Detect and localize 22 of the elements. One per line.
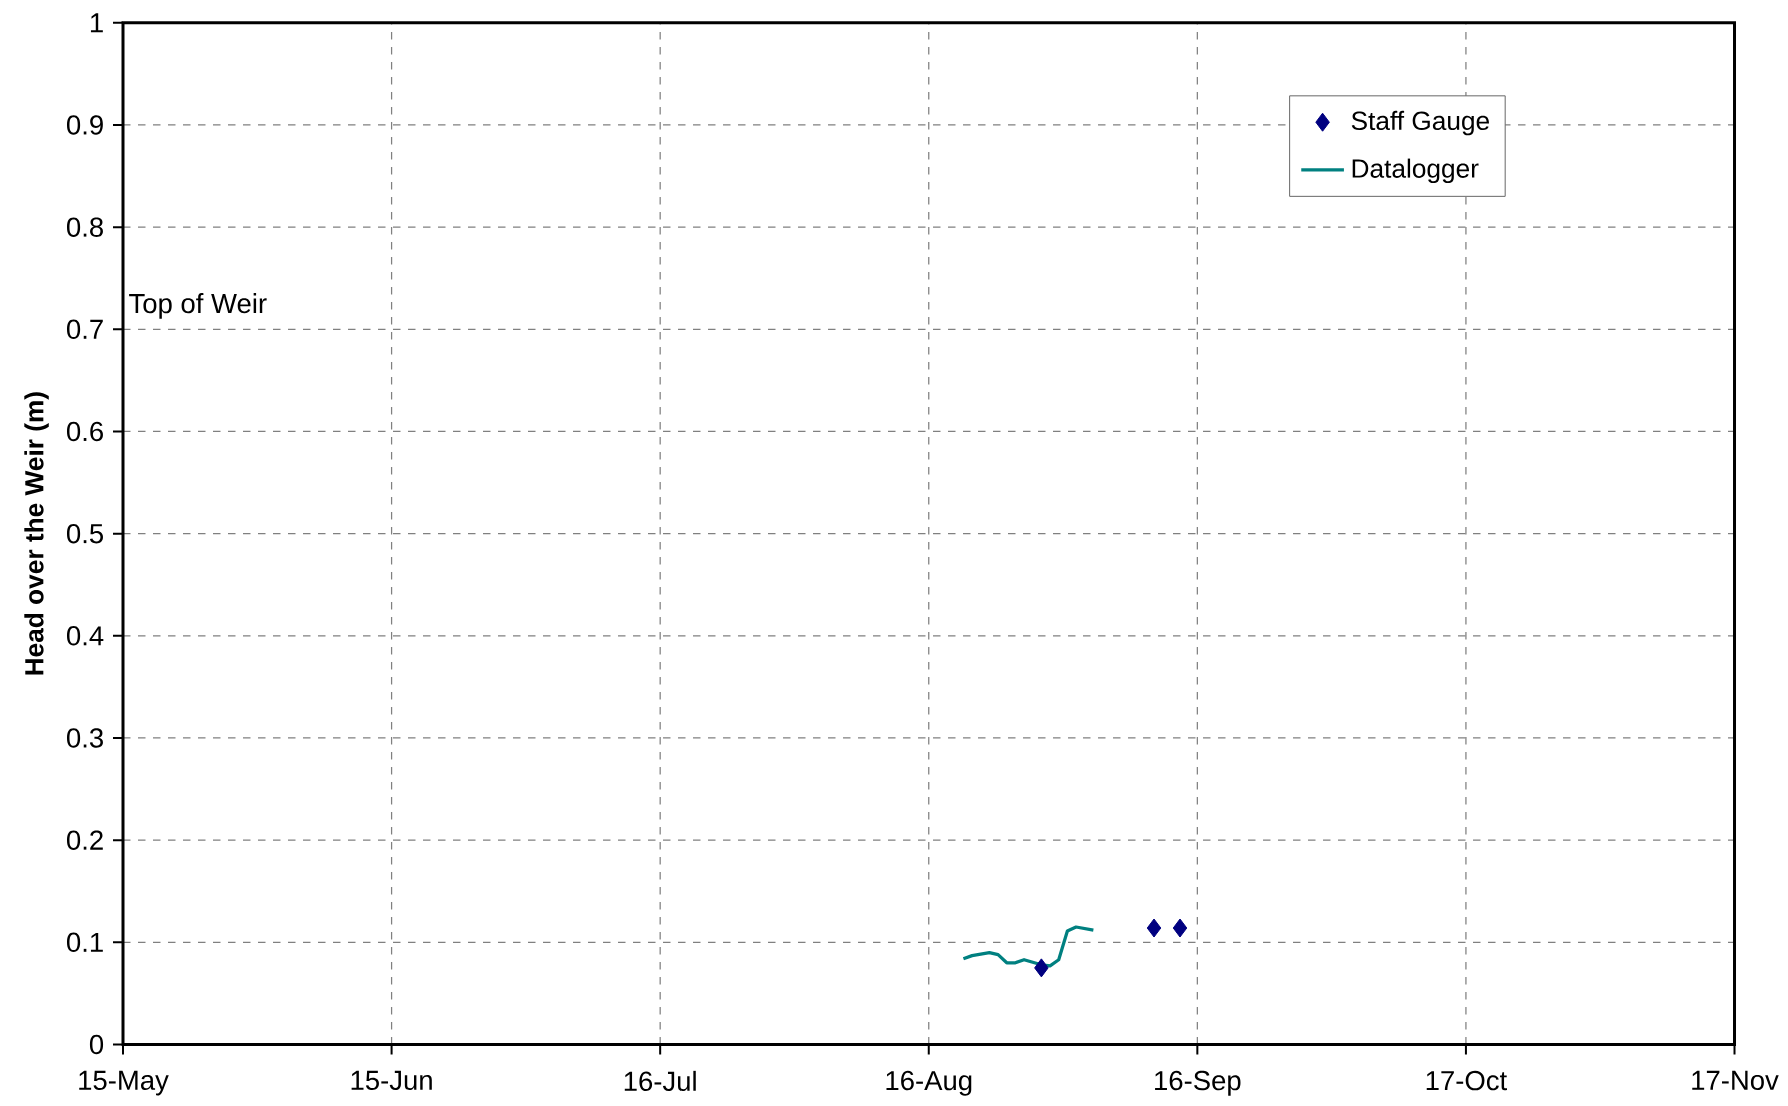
- y-axis-title: Head over the Weir (m): [24, 392, 49, 675]
- y-tick-label: 0.8: [67, 217, 103, 237]
- x-tick-label: 15-Jun: [351, 1070, 432, 1091]
- legend-label: Datalogger: [1352, 158, 1479, 184]
- y-tick-label: 0.3: [67, 728, 103, 748]
- annotation: Top of Weir: [129, 293, 267, 319]
- y-tick-label: 0.9: [67, 115, 103, 135]
- y-tick-label: 0: [89, 1034, 104, 1055]
- x-tick-label: 17-Nov: [1692, 1070, 1779, 1091]
- y-tick-label: 0.4: [67, 626, 104, 646]
- y-tick-label: 0.7: [67, 319, 103, 340]
- x-tick-label: 15-May: [79, 1070, 169, 1096]
- legend-label: Staff Gauge: [1351, 110, 1489, 136]
- x-tick-label: 16-Jul: [624, 1070, 696, 1092]
- y-tick-label: 0.1: [67, 932, 103, 953]
- y-tick-label: 0.2: [67, 830, 103, 850]
- y-tick-label: 0.6: [67, 421, 103, 442]
- x-tick-label: 16-Sep: [1155, 1070, 1241, 1096]
- y-tick-label: 0.5: [67, 523, 103, 544]
- y-tick-label: 1: [90, 13, 103, 33]
- x-tick-label: 16-Aug: [886, 1070, 972, 1096]
- x-tick-label: 17-Oct: [1426, 1070, 1507, 1091]
